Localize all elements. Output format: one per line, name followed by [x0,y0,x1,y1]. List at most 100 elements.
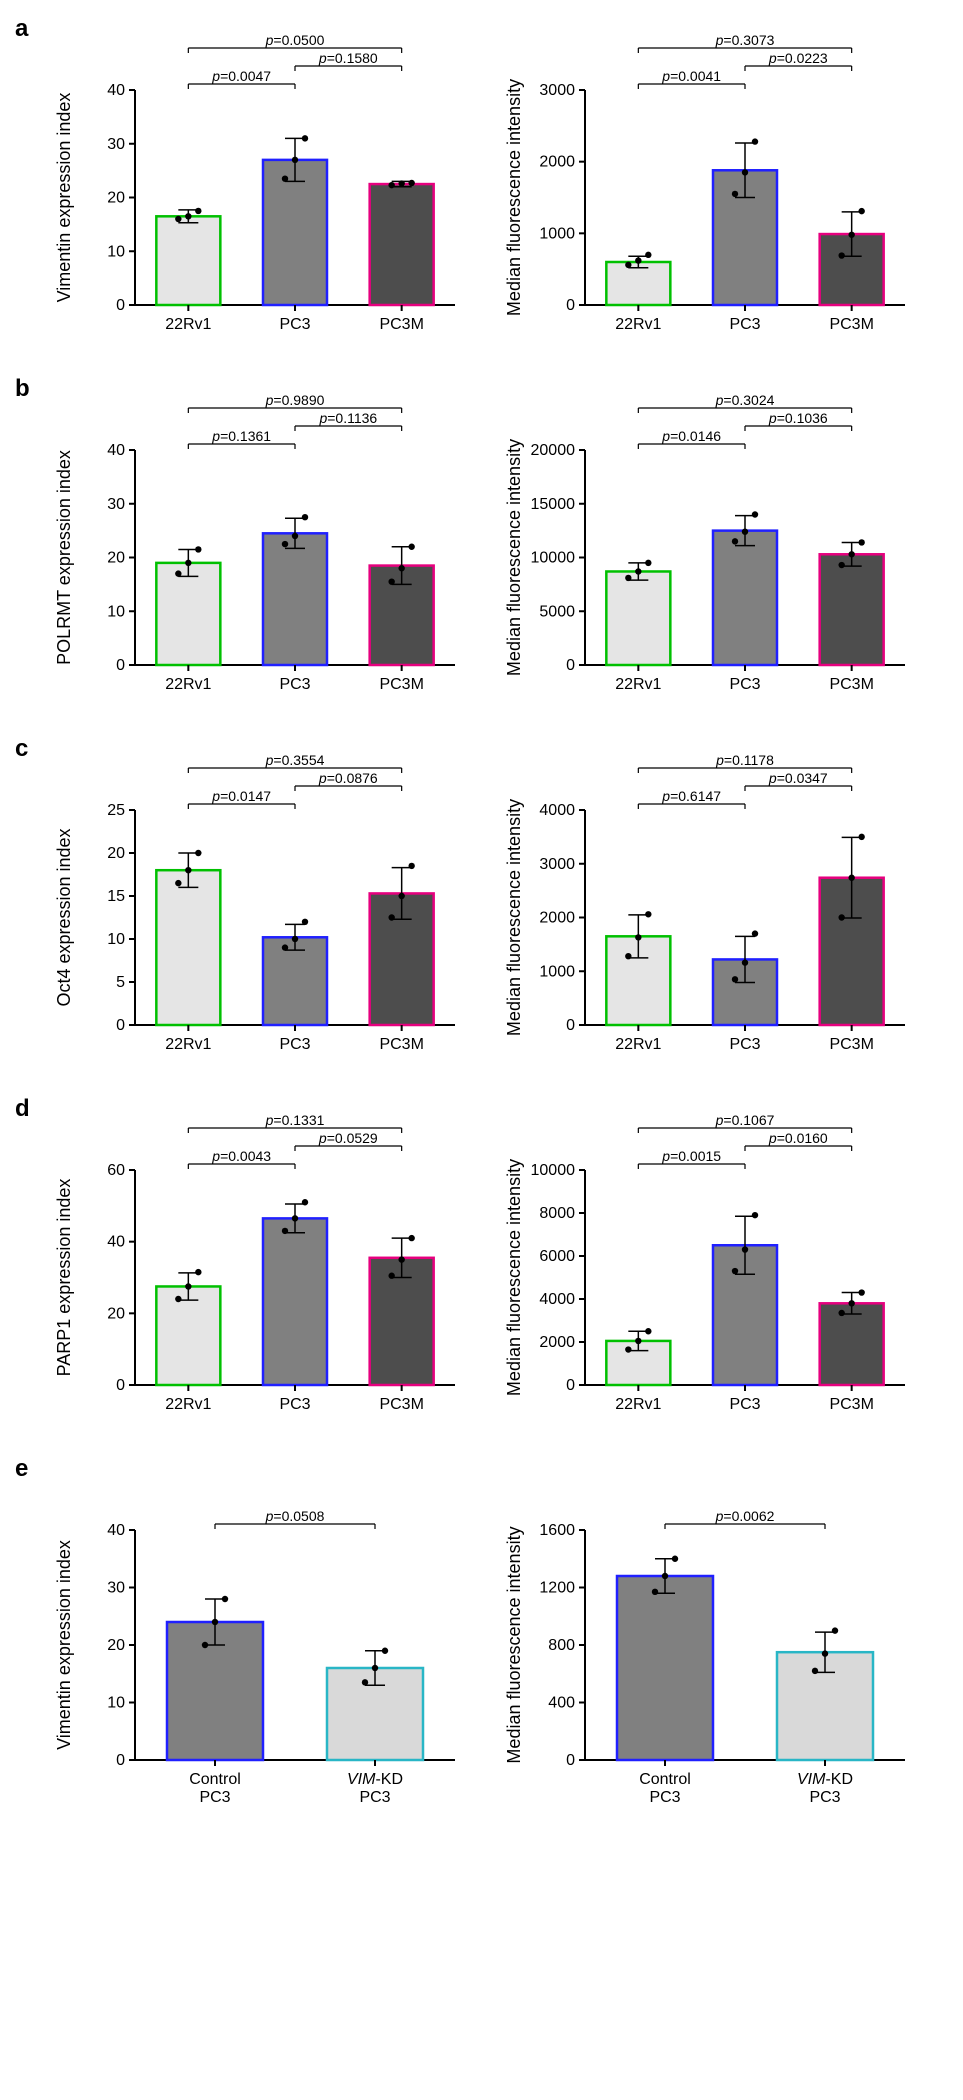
data-point [858,208,864,214]
data-point [282,1228,288,1234]
y-tick-label: 10 [107,1695,125,1712]
bar [263,1218,327,1385]
x-tick-label: PC3M [829,316,873,333]
y-tick-label: 0 [566,1752,575,1769]
data-point [195,850,201,856]
bar-chart: 05000100001500020000Median fluorescence … [500,380,920,720]
data-point [282,175,288,181]
data-point [202,1642,208,1648]
data-point [812,1668,818,1674]
y-tick-label: 2000 [539,154,575,171]
bar-chart: 0100020003000Median fluorescence intensi… [500,20,920,360]
x-tick-label: PC3M [829,676,873,693]
bar [820,1303,884,1385]
y-tick-label: 0 [566,1377,575,1394]
y-tick-label: 15000 [531,496,576,513]
data-point [635,568,641,574]
y-axis-label: PARP1 expression index [54,1179,74,1377]
x-tick-label: PC3M [379,316,423,333]
p-value-label: p=0.0015 [661,1148,721,1164]
data-point [672,1556,678,1562]
data-point [625,575,631,581]
data-point [848,1300,854,1306]
p-value-label: p=0.0876 [318,770,378,786]
x-tick-label: PC3 [729,1396,760,1413]
data-point [388,1273,394,1279]
data-point [848,232,854,238]
panel-label: b [15,375,30,403]
bar-chart: 0200040006000800010000Median fluorescenc… [500,1100,920,1440]
data-point [645,252,651,258]
y-tick-label: 0 [566,1017,575,1034]
data-point [742,169,748,175]
data-point [185,1283,191,1289]
data-point [732,538,738,544]
data-point [292,157,298,163]
p-value-label: p=0.3024 [715,392,775,408]
data-point [212,1619,218,1625]
x-tick-label: VIM-KD [797,1771,853,1788]
p-value-label: p=0.0062 [715,1508,775,1524]
x-tick-label: PC3 [279,316,310,333]
y-tick-label: 2000 [539,1334,575,1351]
data-point [408,544,414,550]
data-point [625,262,631,268]
data-point [848,551,854,557]
data-point [742,529,748,535]
x-tick-label: VIM-KD [347,1771,403,1788]
data-point [838,562,844,568]
y-axis-label: Median fluorescence intensity [504,799,524,1036]
data-point [732,191,738,197]
data-point [372,1665,378,1671]
y-tick-label: 0 [116,297,125,314]
y-tick-label: 30 [107,496,125,513]
panel-row: d0204060PARP1 expression index22Rv1PC3PC… [20,1100,943,1440]
p-value-label: p=0.0223 [768,50,828,66]
y-tick-label: 800 [548,1637,575,1654]
data-point [625,1346,631,1352]
y-tick-label: 10000 [531,1162,576,1179]
y-tick-label: 0 [566,657,575,674]
y-tick-label: 25 [107,802,125,819]
bar-chart: 010203040POLRMT expression index22Rv1PC3… [50,380,470,720]
data-point [752,511,758,517]
data-point [822,1650,828,1656]
data-point [292,533,298,539]
data-point [382,1648,388,1654]
y-tick-label: 20 [107,190,125,207]
data-point [848,875,854,881]
data-point [398,893,404,899]
y-tick-label: 40 [107,1522,125,1539]
y-axis-label: Vimentin expression index [54,1540,74,1750]
bar [617,1576,713,1760]
data-point [732,976,738,982]
data-point [635,257,641,263]
data-point [732,1268,738,1274]
data-point [195,1269,201,1275]
data-point [838,1310,844,1316]
x-tick-label: 22Rv1 [165,1036,211,1053]
data-point [398,180,404,186]
data-point [292,936,298,942]
x-tick-label: PC3 [199,1789,230,1806]
p-value-label: p=0.1178 [715,752,774,768]
y-tick-label: 0 [116,1377,125,1394]
data-point [195,208,201,214]
p-value-label: p=0.0047 [211,68,271,84]
panel-label: e [15,1455,28,1483]
panel-label: d [15,1095,30,1123]
data-point [645,560,651,566]
data-point [175,570,181,576]
bar [370,184,434,305]
panel-row: a010203040Vimentin expression index22Rv1… [20,20,943,360]
data-point [858,834,864,840]
data-point [752,1212,758,1218]
y-tick-label: 30 [107,136,125,153]
p-value-label: p=0.9890 [265,392,325,408]
x-tick-label: PC3 [729,1036,760,1053]
data-point [302,1199,308,1205]
y-tick-label: 10 [107,931,125,948]
p-value-label: p=0.0508 [265,1508,325,1524]
data-point [175,880,181,886]
data-point [185,867,191,873]
